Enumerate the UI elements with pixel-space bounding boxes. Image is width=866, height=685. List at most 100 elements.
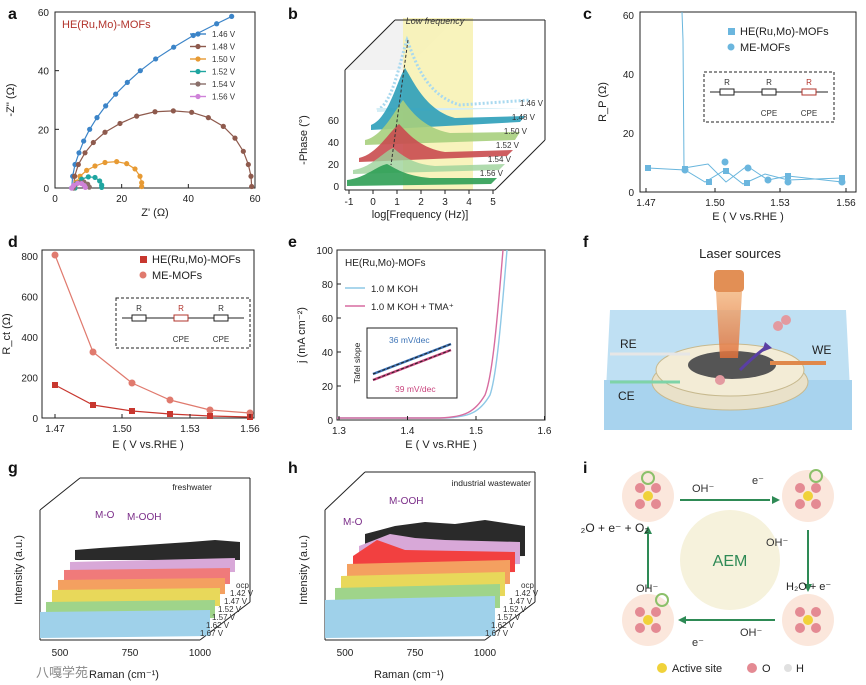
condition-label: industrial wastewater (452, 478, 532, 488)
y-tick-label: 40 (328, 138, 340, 149)
he-point (785, 173, 791, 179)
svg-text:CPE: CPE (173, 335, 189, 344)
he-line (54, 384, 251, 418)
y-tick-label: 0 (333, 182, 339, 193)
legend-label: 1.50 V (212, 55, 236, 64)
x-axis-label: Z' (Ω) (141, 207, 168, 219)
o2-bubble (773, 321, 783, 331)
x-tick-label: 4 (466, 197, 472, 208)
legend-marker (195, 68, 201, 75)
data-point (245, 161, 251, 168)
x-tick-label: 20 (116, 194, 128, 205)
data-point (124, 79, 130, 85)
depth-label: 1.52 V (496, 141, 520, 150)
x-tick-label: 750 (122, 648, 139, 659)
depth-label: 1.56 V (480, 169, 504, 178)
aem-label: AEM (713, 553, 748, 570)
x-tick-label: 0 (370, 197, 376, 208)
koh-tma-curve (337, 249, 504, 419)
y-tick-label: 0 (628, 188, 634, 199)
x-tick-label: 1000 (189, 648, 212, 659)
panel-letter-f: f (583, 234, 589, 251)
x-tick-label: 1.47 (45, 424, 65, 435)
y-tick-label: 20 (38, 125, 50, 136)
x-tick-label: 1.3 (332, 426, 346, 437)
svg-text:CPE: CPE (801, 109, 817, 118)
data-point (124, 161, 130, 167)
data-point (113, 91, 119, 97)
x-axis-label: E ( V vs.RHE ) (112, 439, 184, 451)
x-axis-label: E ( V vs.RHE ) (405, 439, 477, 451)
raman-layers (40, 540, 240, 638)
electron-label-2: e⁻ (692, 637, 704, 649)
x-tick-label: 500 (52, 648, 69, 659)
depth-label: 1.62 V (206, 621, 230, 630)
x-tick-label: -1 (345, 197, 354, 208)
phase-layers (347, 35, 531, 186)
svg-text:R: R (218, 304, 224, 313)
svg-text:CPE: CPE (761, 109, 777, 118)
electron-label-1: e⁻ (752, 475, 764, 487)
he-point (52, 382, 58, 388)
x-axis-label: E ( V vs.RHE ) (712, 211, 784, 223)
me-point (681, 166, 689, 174)
x-tick-label: 5 (490, 197, 496, 208)
right-product: H₂O + e⁻ (786, 581, 831, 593)
he-point (207, 413, 213, 419)
data-point (152, 109, 158, 115)
data-point (205, 115, 211, 121)
depth-label: 1.50 V (504, 127, 528, 136)
y-tick-label: 600 (21, 293, 38, 304)
data-point (214, 21, 220, 27)
tafel-inset: 36 mV/dec 39 mV/dec Tafel slope (352, 327, 458, 399)
y-tick-label: 0 (32, 414, 38, 425)
x-tick-label: 40 (183, 194, 195, 205)
y-axis-label: Intensity (a.u.) (13, 535, 25, 605)
he-line (681, 11, 843, 183)
depth-label: 1.42 V (230, 589, 254, 598)
y-axis-label: j (mA cm⁻²) (296, 307, 308, 364)
y-tick-label: 20 (623, 129, 635, 140)
y-axis-label: Intensity (a.u.) (298, 535, 310, 605)
x-tick-label: 1.56 (836, 198, 856, 209)
depth-label: 1.62 V (491, 621, 515, 630)
he-point (167, 411, 173, 417)
me-point (721, 158, 729, 166)
me-point (744, 164, 752, 172)
panel-letter-e: e (288, 234, 297, 251)
y-tick-label: 60 (623, 11, 635, 22)
he-point (90, 402, 96, 408)
me-point (784, 178, 792, 186)
svg-text:Tafel slope: Tafel slope (352, 342, 362, 383)
legend-label: 1.54 V (212, 80, 236, 89)
depth-label: 1.42 V (515, 589, 539, 598)
legend-active-site: Active site (672, 663, 722, 675)
data-point (137, 173, 143, 179)
data-point (94, 115, 100, 121)
data-point (134, 113, 140, 119)
x-tick-label: 1.53 (770, 198, 790, 209)
oh-label-1: OH⁻ (692, 483, 715, 495)
legend-label: 1.48 V (212, 43, 236, 52)
series-line (71, 15, 232, 189)
svg-text:R: R (136, 304, 142, 313)
depth-label: 1.47 V (509, 597, 533, 606)
koh-curve (337, 249, 508, 419)
data-point (92, 163, 98, 169)
x-axis-label: Raman (cm⁻¹) (89, 669, 159, 681)
x-tick-label: 2 (418, 197, 424, 208)
chart-legend: 1.46 V 1.48 V 1.50 V 1.52 V 1.54 V 1.56 V (190, 30, 236, 102)
panel-letter-d: d (8, 234, 18, 251)
data-point (220, 123, 226, 129)
oh-label-2: OH⁻ (766, 537, 789, 549)
data-point (75, 180, 81, 186)
depth-label: 1.48 V (512, 113, 536, 122)
y-axis-label: R_P (Ω) (597, 82, 609, 122)
me-point (838, 178, 846, 186)
series-line (72, 110, 253, 189)
data-point (139, 183, 145, 190)
aem-center (680, 510, 780, 610)
raman-wastewater-chart: industrial wastewater M-O M-OOH ocp1.42 … (298, 471, 539, 681)
legend-marker (195, 81, 201, 87)
x-tick-label: 1.50 (705, 198, 725, 209)
